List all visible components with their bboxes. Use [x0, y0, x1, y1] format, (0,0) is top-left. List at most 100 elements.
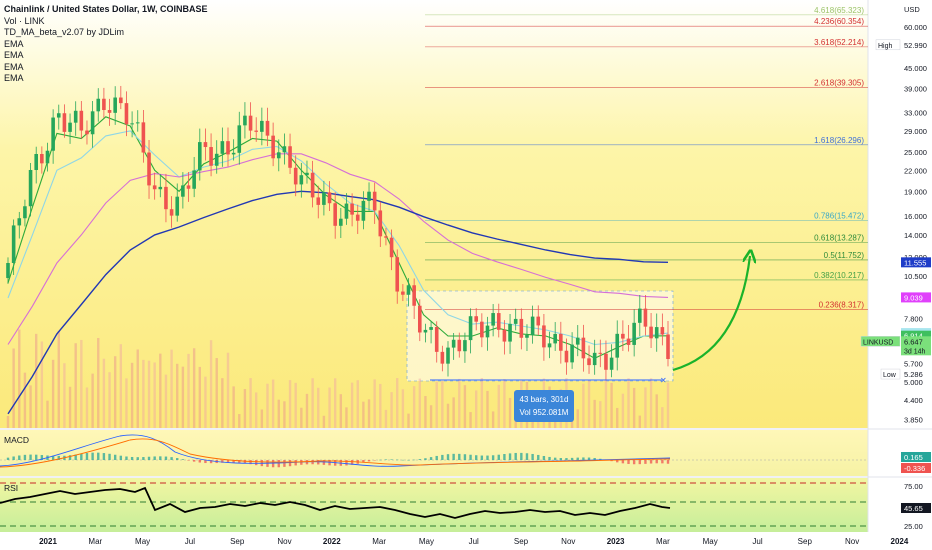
- macd-bar: [424, 458, 427, 460]
- time-tick-13: Mar: [656, 537, 670, 546]
- time-tick-17: Nov: [845, 537, 859, 546]
- fib-label-5: 0.786(15.472): [814, 212, 864, 221]
- macd-bar: [204, 460, 207, 464]
- candle-body: [209, 147, 213, 166]
- macd-bar: [255, 460, 258, 466]
- ema-lines: [7, 116, 669, 415]
- range-label-box[interactable]: 43 bars, 301d Vol 952.081M: [514, 390, 574, 422]
- ema-label-1[interactable]: EMA: [4, 38, 24, 49]
- candle-body: [570, 344, 574, 363]
- volume-bar: [80, 339, 83, 428]
- volume-indicator-label[interactable]: Vol · LINK: [4, 15, 45, 26]
- macd-bar: [243, 460, 247, 464]
- candle-body: [604, 353, 608, 370]
- volume-bar: [260, 409, 264, 428]
- macd-bar: [649, 460, 653, 464]
- macd-bar: [238, 460, 241, 463]
- macd-bar: [401, 459, 405, 461]
- macd-bar: [153, 456, 156, 460]
- candle-body: [203, 142, 208, 148]
- volume-bar: [627, 378, 630, 428]
- volume-bar: [390, 392, 393, 428]
- candle-body: [519, 318, 524, 338]
- volume-bar: [621, 393, 625, 428]
- fib-label-7: 0.5(11.752): [824, 251, 865, 260]
- candle-body: [40, 154, 44, 164]
- candle-body: [615, 333, 620, 358]
- macd-bar: [40, 455, 44, 460]
- macd-bar: [12, 456, 15, 460]
- ema-blue-label: 11.555: [901, 257, 931, 268]
- candle-body: [389, 237, 394, 258]
- candle-body: [271, 135, 275, 159]
- td-indicator-label[interactable]: TD_MA_beta_v2.07 by JDLim: [4, 27, 125, 37]
- candle-body: [119, 97, 123, 104]
- svg-text:3d 14h: 3d 14h: [904, 348, 926, 355]
- macd-bar: [463, 454, 467, 460]
- volume-bar: [113, 356, 117, 428]
- volume-bar: [6, 416, 10, 428]
- volume-bar: [238, 414, 241, 428]
- candle-body: [186, 185, 191, 189]
- candle-body: [45, 150, 50, 164]
- ema-label-4[interactable]: EMA: [4, 73, 24, 83]
- price-tick-12: 10.500: [904, 272, 927, 281]
- macd-bar: [170, 457, 173, 460]
- price-tick-14: 7.800: [904, 314, 923, 323]
- ema-label-3[interactable]: EMA: [4, 61, 24, 72]
- macd-bar: [632, 460, 636, 465]
- macd-bar: [582, 457, 585, 460]
- volume-bar: [136, 349, 139, 428]
- macd-bar: [384, 459, 388, 460]
- candle-body: [508, 323, 512, 342]
- volume-bar: [142, 359, 145, 428]
- candle-body: [237, 125, 242, 153]
- candle-body: [502, 329, 507, 342]
- candle-body: [254, 130, 259, 132]
- candle-body: [288, 146, 292, 168]
- macd-bar: [565, 458, 568, 460]
- candle-body: [113, 97, 117, 113]
- macd-bar: [29, 454, 32, 460]
- volume-bar: [576, 409, 579, 428]
- volume-bar: [266, 383, 269, 428]
- volume-bar: [209, 340, 213, 428]
- volume-bar: [604, 380, 608, 428]
- volume-bar: [40, 341, 44, 428]
- candle-body: [68, 122, 72, 132]
- svg-text:Low: Low: [883, 372, 897, 379]
- volume-bar: [345, 407, 348, 428]
- volume-bar: [503, 379, 506, 428]
- volume-bar: [356, 380, 359, 428]
- ema-label-2[interactable]: EMA: [4, 50, 24, 60]
- volume-bar: [599, 401, 602, 428]
- candle-body: [181, 185, 185, 197]
- macd-bar: [113, 454, 117, 460]
- candle-body: [192, 170, 196, 189]
- ema-pink-label: 9.039: [901, 292, 931, 303]
- volume-bar: [288, 380, 292, 428]
- time-tick-10: Sep: [514, 537, 529, 546]
- rsi-label: RSI: [4, 483, 18, 493]
- candle-body: [79, 110, 84, 131]
- candle-body: [632, 322, 636, 345]
- time-tick-5: Nov: [277, 537, 291, 546]
- price-tick-7: 22.000: [904, 166, 927, 175]
- symbol-title[interactable]: Chainlink / United States Dollar, 1W, CO…: [4, 4, 208, 14]
- macd-bar: [559, 458, 563, 460]
- time-tick-0: 2021: [39, 537, 57, 546]
- candle-body: [344, 203, 349, 219]
- candle-body: [412, 285, 416, 306]
- macd-bar: [497, 454, 500, 460]
- volume-bar: [147, 360, 151, 428]
- candle-body: [34, 154, 39, 170]
- candle-body: [220, 141, 225, 154]
- candle-body: [609, 357, 614, 370]
- macd-bar: [362, 460, 365, 463]
- volume-bar: [446, 403, 450, 428]
- candle-body: [480, 321, 484, 338]
- svg-text:52.990: 52.990: [904, 41, 927, 50]
- volume-bar: [587, 379, 591, 428]
- volume-bar: [130, 362, 134, 428]
